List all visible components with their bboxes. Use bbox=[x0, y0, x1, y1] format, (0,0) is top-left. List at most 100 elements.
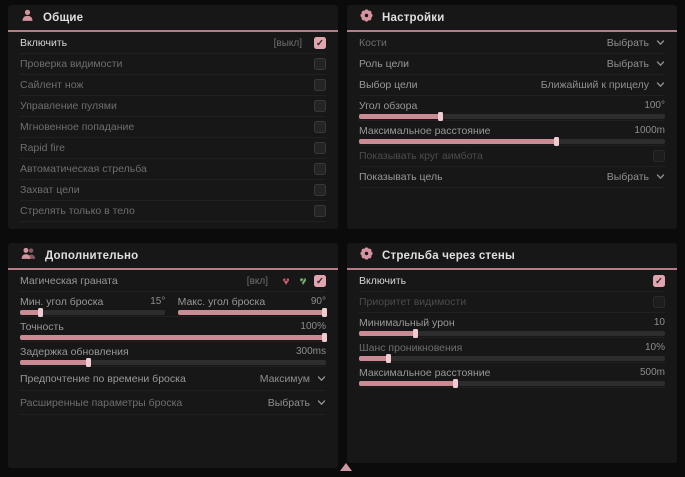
setting-row-checkbox: Включить ✓ bbox=[359, 271, 665, 292]
slider-value: 100° bbox=[644, 100, 665, 111]
setting-row-checkbox: Включить [выкл] ✓ bbox=[20, 33, 326, 54]
slider-track[interactable] bbox=[359, 354, 665, 363]
setting-row-slider: Шанс проникновения 10% bbox=[359, 338, 665, 363]
slider-track[interactable] bbox=[359, 379, 665, 388]
people-icon bbox=[21, 247, 36, 265]
slider-label: Задержка обновления bbox=[20, 345, 129, 358]
broken-heart-icon[interactable]: ♥ × bbox=[282, 274, 290, 288]
setting-row-slider-pair: Мин. угол броска 15° Макс. угол броска 90° bbox=[20, 292, 327, 317]
chevron-down-icon bbox=[656, 168, 665, 186]
dropdown-value: Ближайший к прицелу bbox=[540, 79, 649, 91]
dropdown[interactable]: Выбрать bbox=[268, 394, 326, 412]
slider-thumb[interactable] bbox=[553, 137, 559, 146]
dropdown[interactable]: Выбрать bbox=[607, 34, 665, 52]
checkbox[interactable] bbox=[314, 205, 326, 217]
slider-track[interactable] bbox=[20, 358, 326, 367]
checkbox[interactable]: ✓ bbox=[653, 275, 665, 287]
slider-fill bbox=[359, 381, 454, 386]
slider-track[interactable] bbox=[20, 308, 166, 317]
setting-label: Мгновенное попадание bbox=[20, 121, 135, 133]
heart-check-icon[interactable]: ♥ ✓ bbox=[299, 274, 307, 288]
checkbox[interactable] bbox=[653, 150, 665, 162]
slider-thumb[interactable] bbox=[322, 308, 327, 317]
person-icon bbox=[21, 9, 34, 27]
gear-icon bbox=[360, 8, 373, 27]
setting-label: Показывать круг аимбота bbox=[359, 150, 483, 162]
dropdown[interactable]: Выбрать bbox=[607, 55, 665, 73]
setting-row-checkbox: Rapid fire bbox=[20, 138, 326, 159]
setting-row-dropdown: Роль цели Выбрать bbox=[359, 54, 665, 75]
slider-thumb[interactable] bbox=[86, 358, 92, 367]
panel-rows: Кости Выбрать Роль цели Выбрать Выбор цели Бл… bbox=[347, 32, 677, 188]
chevron-down-icon bbox=[317, 394, 326, 412]
slider-track[interactable] bbox=[359, 112, 665, 121]
slider-fill bbox=[177, 310, 326, 315]
checkbox[interactable] bbox=[314, 58, 326, 70]
setting-label: Включить bbox=[359, 275, 407, 287]
slider-fill bbox=[20, 335, 326, 340]
panel-settings: Настройки Кости Выбрать Роль цели Выбрать Выб… bbox=[347, 5, 677, 229]
checkbox[interactable] bbox=[314, 121, 326, 133]
checkbox[interactable] bbox=[314, 142, 326, 154]
slider-value: 90° bbox=[310, 296, 326, 307]
slider-thumb[interactable] bbox=[385, 354, 391, 363]
setting-row-checkbox: Магическая граната [вкл] ♥ × ♥ ✓ ✓ bbox=[20, 271, 326, 292]
slider-track[interactable] bbox=[359, 329, 665, 338]
slider-track[interactable] bbox=[20, 333, 327, 342]
dropdown[interactable]: Максимум bbox=[260, 370, 326, 388]
setting-label: Включить bbox=[20, 37, 68, 49]
slider-label: Мин. угол броска bbox=[20, 295, 104, 308]
gear-icon bbox=[360, 246, 373, 265]
slider-value: 10% bbox=[644, 342, 665, 353]
checkbox[interactable] bbox=[653, 296, 665, 308]
checkbox[interactable]: ✓ bbox=[314, 37, 326, 49]
slider-track[interactable] bbox=[177, 308, 327, 317]
setting-row-slider: Задержка обновления 300ms bbox=[20, 342, 326, 367]
checkbox[interactable] bbox=[314, 79, 326, 91]
slider-thumb[interactable] bbox=[322, 333, 327, 342]
panel-rows: Магическая граната [вкл] ♥ × ♥ ✓ ✓ Мин. угол бр… bbox=[8, 270, 338, 415]
dropdown-value: Максимум bbox=[259, 372, 310, 385]
setting-row-checkbox: Автоматическая стрельба bbox=[20, 159, 326, 180]
panel-rows: Включить ✓ Приоритет видимости Минимальный … bbox=[347, 270, 677, 388]
checkbox[interactable] bbox=[314, 100, 326, 112]
slider-fill bbox=[20, 310, 39, 315]
slider-value: 500m bbox=[639, 367, 665, 378]
setting-label: Магическая граната bbox=[20, 275, 118, 287]
setting-row-dropdown: Расширенные параметры броска Выбрать bbox=[20, 391, 326, 415]
setting-row-slider: Минимальный урон 10 bbox=[359, 313, 665, 338]
slider-fill bbox=[359, 114, 439, 119]
scroll-indicator-icon[interactable] bbox=[340, 463, 352, 471]
setting-label: Расширенные параметры броска bbox=[20, 396, 183, 409]
setting-row-checkbox: Сайлент нож bbox=[20, 75, 326, 96]
panel-title: Дополнительно bbox=[45, 249, 139, 262]
setting-label: Стрелять только в тело bbox=[20, 205, 135, 217]
panel-wallbang: Стрельба через стены Включить ✓ Приоритет в… bbox=[347, 243, 677, 463]
checkbox[interactable] bbox=[314, 184, 326, 196]
checkbox[interactable]: ✓ bbox=[314, 275, 326, 287]
slider-thumb[interactable] bbox=[452, 379, 458, 388]
setting-label: Показывать цель bbox=[359, 171, 443, 183]
slider-fill bbox=[359, 356, 387, 361]
setting-label: Предпочтение по времени броска bbox=[20, 372, 186, 385]
setting-row-checkbox: Мгновенное попадание bbox=[20, 117, 326, 138]
slider-thumb[interactable] bbox=[413, 329, 419, 338]
setting-label: Автоматическая стрельба bbox=[20, 163, 147, 175]
dropdown-value: Выбрать bbox=[606, 58, 649, 70]
slider-fill bbox=[359, 331, 415, 336]
panel-rows: Включить [выкл] ✓ Проверка видимости Сайлент… bbox=[8, 32, 338, 222]
setting-row-checkbox: Управление пулями bbox=[20, 96, 326, 117]
slider-thumb[interactable] bbox=[37, 308, 43, 317]
checkbox[interactable] bbox=[314, 163, 326, 175]
setting-label: Захват цели bbox=[20, 184, 80, 196]
slider-fill bbox=[359, 139, 558, 144]
dropdown[interactable]: Выбрать bbox=[607, 168, 665, 186]
dropdown[interactable]: Ближайший к прицелу bbox=[541, 76, 665, 94]
slider-track[interactable] bbox=[359, 137, 665, 146]
dropdown-value: Выбрать bbox=[267, 396, 310, 409]
slider-thumb[interactable] bbox=[437, 112, 443, 121]
slider-value: 1000m bbox=[634, 125, 665, 136]
setting-row-slider: Максимальное расстояние 500m bbox=[359, 363, 665, 388]
setting-label: Сайлент нож bbox=[20, 79, 84, 91]
panel-header: Общие bbox=[8, 5, 338, 32]
